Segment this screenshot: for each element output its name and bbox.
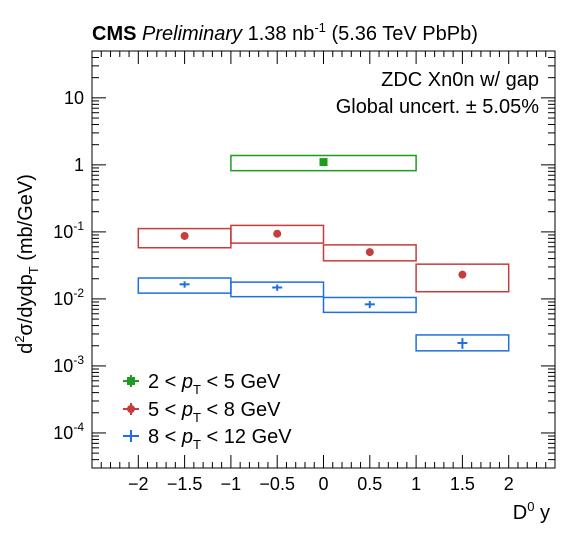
data-point [458, 270, 467, 279]
status-label: Preliminary [142, 23, 243, 45]
data-points [179, 158, 468, 349]
collision-system: (5.36 TeV PbPb) [331, 23, 477, 45]
x-tick-label: 1 [411, 474, 421, 494]
x-tick-label: −2 [128, 474, 149, 494]
y-axis-title: d2σ/dydpT (mb/GeV) [12, 174, 41, 354]
systematic-box [322, 296, 417, 314]
systematic-box [415, 263, 510, 293]
y-tick-label: 10-4 [53, 420, 84, 443]
data-point [273, 229, 282, 238]
x-tick-label: −1 [221, 474, 242, 494]
x-tick-labels: −2 −1.5 −1 −0.5 0 0.5 1 1.5 2 [128, 474, 514, 494]
y-tick-label: 10-3 [53, 353, 84, 376]
x-tick-label: 2 [504, 474, 514, 494]
systematic-box [230, 281, 325, 298]
x-tick-label: 0.5 [357, 474, 382, 494]
data-point [365, 248, 374, 257]
y-tick-label: 1 [74, 155, 84, 175]
lumi-value: 1.38 nb [248, 23, 315, 45]
systematic-boxes [137, 154, 510, 352]
x-tick-label: −0.5 [259, 474, 295, 494]
systematic-box [230, 224, 325, 244]
chart-header: CMS Preliminary 1.38 nb-1 (5.36 TeV PbPb… [92, 20, 478, 45]
systematic-box [415, 334, 510, 352]
legend-marker [127, 377, 135, 385]
experiment-label: CMS [92, 23, 136, 45]
data-point [180, 231, 189, 240]
x-tick-label: −1.5 [167, 474, 203, 494]
annotation-selection: ZDC Xn0n w/ gap [381, 69, 539, 91]
systematic-box [322, 244, 417, 262]
legend-label: 5 < pT < 8 GeV [148, 399, 281, 425]
annotation-global-uncertainty: Global uncert. ± 5.05% [336, 96, 540, 118]
systematic-box [230, 154, 417, 172]
legend-label: 8 < pT < 12 GeV [148, 426, 292, 452]
x-tick-label: 1.5 [450, 474, 475, 494]
legend-label: 2 < pT < 5 GeV [148, 371, 281, 397]
y-tick-labels: 10-4 10-3 10-2 10-1 1 10 [53, 88, 84, 443]
data-point [319, 158, 328, 167]
x-tick-label: 0 [318, 474, 328, 494]
legend-marker [127, 405, 135, 413]
axis-ticks [91, 50, 556, 469]
lumi-exponent: -1 [314, 20, 326, 35]
y-tick-label: 10 [64, 88, 84, 108]
y-tick-label: 10-2 [53, 286, 84, 309]
x-axis-title: D0 y [513, 499, 550, 524]
y-tick-label: 10-1 [53, 219, 84, 242]
